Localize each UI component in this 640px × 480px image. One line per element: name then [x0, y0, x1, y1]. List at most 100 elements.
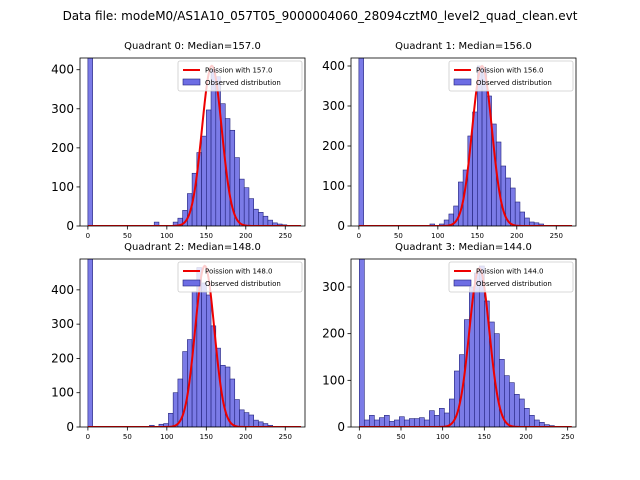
axes-frame — [350, 258, 577, 428]
legend-box — [448, 261, 574, 293]
histogram-bar — [206, 294, 212, 427]
panel-title: Quadrant 1: Median=156.0 — [395, 41, 532, 52]
legend-hist-swatch — [182, 279, 201, 287]
plot-area — [358, 58, 573, 226]
x-tick-label: 250 — [561, 433, 574, 441]
histogram-bar — [399, 416, 405, 427]
legend-hist-label: Observed distribution — [476, 79, 552, 87]
x-tick-label: 100 — [436, 433, 449, 441]
y-tick-label: 200 — [322, 327, 345, 341]
histogram-bar — [409, 418, 415, 427]
histogram-bar — [374, 419, 380, 427]
y-tick-label: 100 — [322, 373, 345, 387]
x-tick-label: 250 — [550, 232, 563, 240]
plot-area — [359, 259, 572, 427]
histogram-bar — [364, 419, 370, 427]
histogram-bar — [379, 417, 385, 427]
y-tick-label: 0 — [337, 420, 345, 434]
histogram-bar — [384, 415, 390, 427]
histogram-bar — [234, 399, 240, 427]
x-tick-label: 200 — [519, 433, 532, 441]
legend-hist-swatch — [182, 78, 201, 86]
x-tick-label: 0 — [357, 232, 361, 240]
quadrant-panel-1: 0 50 100 150 200 250 0 100 200 300 400 Quadrant 1: … — [322, 41, 577, 240]
legend-line-label: Poission with 157.0 — [205, 67, 273, 75]
histogram-bar — [419, 417, 425, 427]
histogram-bar — [201, 282, 207, 427]
plot-area — [87, 58, 302, 226]
histogram-bar — [248, 414, 254, 427]
poisson-line — [358, 64, 573, 226]
histogram-bar — [524, 217, 530, 226]
histogram-bar — [210, 69, 217, 226]
histogram-bar — [262, 215, 269, 226]
x-tick-label: 200 — [239, 433, 252, 441]
histogram-bar — [243, 187, 250, 226]
histogram-bar — [519, 211, 525, 226]
axes-frame — [79, 57, 306, 227]
histogram-bar — [206, 109, 212, 226]
x-tick-label: 0 — [86, 232, 90, 240]
legend: Poission with 157.0 Observed distribution — [177, 60, 303, 92]
legend: Poission with 148.0 Observed distribution — [177, 261, 303, 293]
y-tick-label: 200 — [322, 139, 345, 153]
quadrant-panel-2: 0 50 100 150 200 250 0 100 200 300 400 Quadrant 2: … — [51, 242, 306, 441]
legend-line-label: Poission with 144.0 — [476, 268, 544, 276]
x-tick-label: 150 — [471, 232, 484, 240]
legend-box — [177, 60, 303, 92]
histogram-bar — [258, 212, 264, 226]
histogram-bar — [510, 187, 516, 226]
legend-line-label: Poission with 156.0 — [476, 67, 544, 75]
x-tick-label: 250 — [279, 433, 292, 441]
y-tick-label: 0 — [66, 219, 74, 233]
histogram-bar — [248, 198, 254, 226]
x-tick-label: 50 — [123, 232, 132, 240]
histogram-bar — [253, 208, 259, 226]
y-tick-label: 0 — [337, 219, 345, 233]
histogram-bar — [481, 67, 488, 226]
x-tick-label: 50 — [397, 433, 406, 441]
legend-box — [448, 60, 574, 92]
y-tick-label: 100 — [51, 180, 74, 194]
histogram-bar — [201, 135, 207, 226]
histogram-bar — [239, 178, 245, 226]
histogram-bar — [253, 419, 259, 427]
histogram-bar — [524, 408, 530, 427]
x-tick-label: 200 — [239, 232, 252, 240]
legend-line-label: Poission with 148.0 — [205, 268, 273, 276]
histogram-bar — [534, 419, 540, 427]
x-tick-label: 150 — [478, 433, 491, 441]
poisson-line — [87, 264, 302, 427]
histogram-bar — [504, 375, 510, 427]
y-tick-label: 300 — [51, 317, 74, 331]
x-tick-label: 0 — [357, 433, 361, 441]
legend-box — [177, 261, 303, 293]
x-tick-label: 100 — [431, 232, 444, 240]
histogram-bar — [243, 412, 250, 427]
y-tick-label: 100 — [322, 179, 345, 193]
histogram-bar — [239, 409, 245, 427]
histogram-bar — [474, 272, 480, 427]
y-tick-label: 200 — [51, 141, 74, 155]
histogram-bar — [394, 419, 400, 427]
histogram-bar — [429, 410, 435, 427]
x-tick-label: 250 — [279, 232, 292, 240]
histogram-bar — [434, 415, 440, 427]
histogram-bar — [472, 111, 478, 226]
y-tick-label: 300 — [322, 280, 345, 294]
panel-title: Quadrant 0: Median=157.0 — [124, 41, 261, 52]
histogram-bar — [514, 201, 521, 226]
x-tick-label: 50 — [123, 433, 132, 441]
histogram-bar — [519, 398, 525, 427]
legend-hist-label: Observed distribution — [205, 79, 281, 87]
histogram-bar — [87, 259, 93, 427]
quadrant-panel-0: 0 50 100 150 200 250 0 100 200 300 400 Quadrant 0: … — [51, 41, 306, 240]
quadrant-panel-3: 0 50 100 150 200 250 0 100 200 300 Quadrant 3: Med… — [322, 242, 577, 441]
panel-title: Quadrant 2: Median=148.0 — [124, 242, 261, 253]
y-tick-label: 200 — [51, 351, 74, 365]
legend: Poission with 156.0 Observed distribution — [448, 60, 574, 92]
axes-frame — [79, 258, 306, 428]
histogram-bar — [168, 412, 174, 427]
histogram-bar — [439, 408, 445, 427]
